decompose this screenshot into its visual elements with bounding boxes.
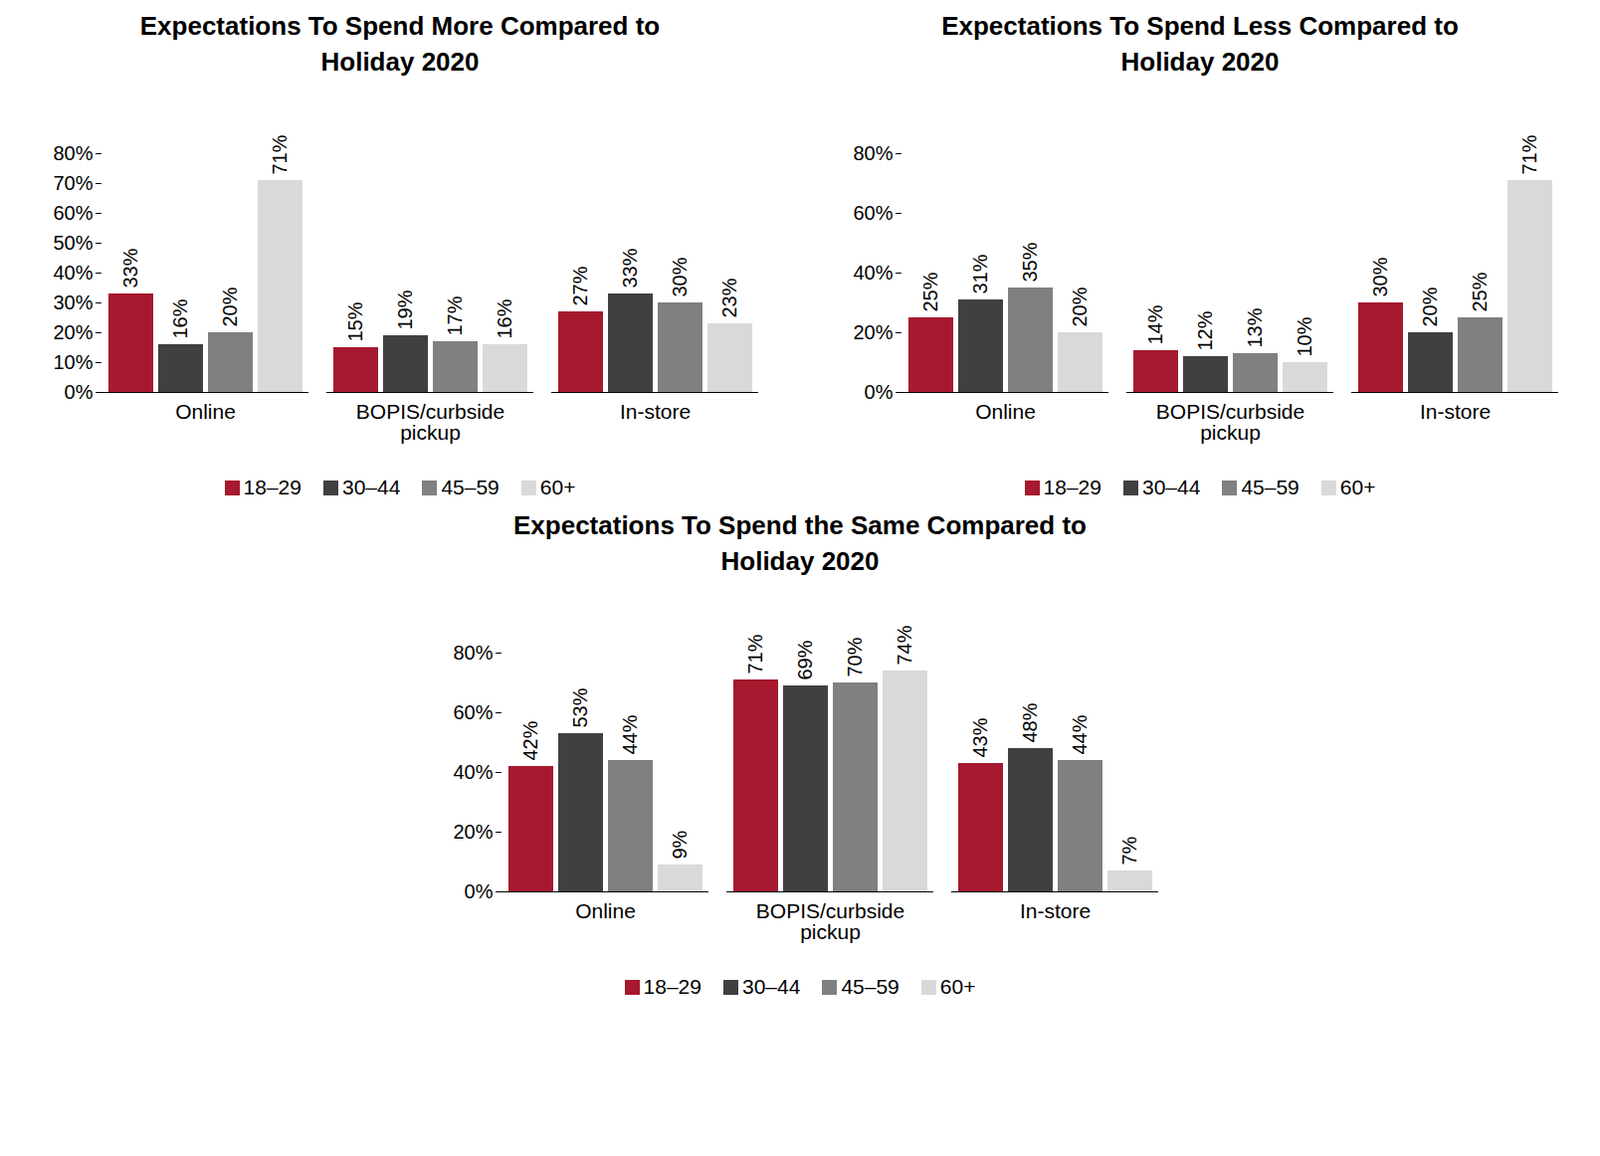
svg-text:20%: 20% xyxy=(1418,286,1441,327)
svg-text:30%: 30% xyxy=(52,291,93,314)
svg-text:71%: 71% xyxy=(744,633,767,674)
html-text:60+: 60+ xyxy=(540,475,576,499)
html-text:Expectations To Spend the Same: Expectations To Spend the Same Compared … xyxy=(513,510,1087,577)
svg-text:20%: 20% xyxy=(218,286,241,327)
html-text:30–44: 30–44 xyxy=(1142,475,1201,499)
html-text:Expectations To Spend Less Com: Expectations To Spend Less Compared to H… xyxy=(941,10,1459,77)
svg-text:20%: 20% xyxy=(852,321,893,344)
html-text:60+: 60+ xyxy=(1340,475,1376,499)
svg-text:48%: 48% xyxy=(1018,702,1041,743)
svg-text:0%: 0% xyxy=(64,381,94,403)
svg-text:12%: 12% xyxy=(1194,310,1216,351)
svg-text:44%: 44% xyxy=(1068,714,1091,755)
svg-text:16%: 16% xyxy=(169,298,192,339)
svg-text:Online: Online xyxy=(575,899,636,923)
svg-text:35%: 35% xyxy=(1018,241,1041,282)
svg-text:0%: 0% xyxy=(464,880,494,903)
html-text:45–59: 45–59 xyxy=(441,475,500,499)
html-text:Expectations To Spend More Com: Expectations To Spend More Compared to H… xyxy=(140,10,660,77)
svg-text:30%: 30% xyxy=(668,256,691,297)
svg-text:40%: 40% xyxy=(452,761,493,784)
svg-text:70%: 70% xyxy=(843,636,866,677)
svg-text:10%: 10% xyxy=(1293,316,1316,357)
svg-text:71%: 71% xyxy=(268,134,291,175)
svg-text:25%: 25% xyxy=(919,271,942,312)
html-text:45–59: 45–59 xyxy=(1241,475,1300,499)
svg-text:50%: 50% xyxy=(52,231,93,254)
html-text:30–44: 30–44 xyxy=(342,475,401,499)
svg-text:33%: 33% xyxy=(119,247,142,288)
html-text:30–44: 30–44 xyxy=(742,975,801,999)
svg-text:53%: 53% xyxy=(569,687,592,728)
svg-text:69%: 69% xyxy=(794,639,816,680)
svg-text:20%: 20% xyxy=(1068,286,1091,327)
html-text:18–29: 18–29 xyxy=(243,475,302,499)
svg-text:25%: 25% xyxy=(1468,271,1491,312)
svg-text:74%: 74% xyxy=(893,624,916,665)
svg-text:19%: 19% xyxy=(394,289,416,330)
svg-text:40%: 40% xyxy=(52,261,93,284)
svg-text:14%: 14% xyxy=(1144,304,1167,345)
svg-text:42%: 42% xyxy=(519,720,542,761)
svg-text:17%: 17% xyxy=(443,295,466,336)
svg-text:Online: Online xyxy=(975,400,1036,423)
svg-text:27%: 27% xyxy=(569,265,592,306)
svg-text:BOPIS/curbsidepickup: BOPIS/curbsidepickup xyxy=(356,400,505,444)
svg-text:In-store: In-store xyxy=(1419,400,1491,423)
svg-text:In-store: In-store xyxy=(619,400,691,423)
svg-text:80%: 80% xyxy=(452,641,493,664)
svg-text:43%: 43% xyxy=(969,717,992,758)
svg-text:80%: 80% xyxy=(852,142,893,165)
svg-text:60%: 60% xyxy=(452,701,493,724)
svg-text:44%: 44% xyxy=(618,714,641,755)
svg-text:70%: 70% xyxy=(52,172,93,195)
svg-text:40%: 40% xyxy=(852,261,893,284)
svg-text:60%: 60% xyxy=(52,201,93,224)
svg-text:In-store: In-store xyxy=(1019,899,1091,923)
svg-text:20%: 20% xyxy=(452,820,493,843)
html-text:45–59: 45–59 xyxy=(841,975,900,999)
svg-text:Online: Online xyxy=(175,400,236,423)
html-text:18–29: 18–29 xyxy=(1043,475,1102,499)
html-text:60+: 60+ xyxy=(940,975,976,999)
svg-text:20%: 20% xyxy=(52,321,93,344)
svg-text:BOPIS/curbsidepickup: BOPIS/curbsidepickup xyxy=(1156,400,1305,444)
svg-text:15%: 15% xyxy=(344,301,367,342)
svg-text:16%: 16% xyxy=(493,298,516,339)
svg-text:60%: 60% xyxy=(852,201,893,224)
svg-text:23%: 23% xyxy=(718,277,741,318)
svg-text:0%: 0% xyxy=(864,381,894,403)
svg-text:9%: 9% xyxy=(668,829,691,859)
svg-text:10%: 10% xyxy=(52,351,93,374)
svg-text:BOPIS/curbsidepickup: BOPIS/curbsidepickup xyxy=(756,899,905,944)
svg-text:33%: 33% xyxy=(618,247,641,288)
svg-text:13%: 13% xyxy=(1243,307,1266,348)
svg-text:31%: 31% xyxy=(969,253,992,294)
svg-text:30%: 30% xyxy=(1369,256,1392,297)
svg-text:80%: 80% xyxy=(52,142,93,165)
html-text:18–29: 18–29 xyxy=(643,975,702,999)
svg-text:71%: 71% xyxy=(1518,134,1541,175)
svg-text:7%: 7% xyxy=(1118,835,1141,865)
